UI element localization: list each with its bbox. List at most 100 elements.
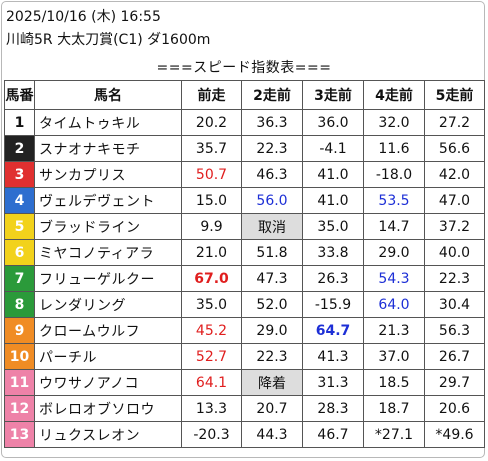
index-p4: 54.3: [363, 265, 425, 292]
index-p2: 44.3: [241, 421, 303, 448]
horse-number: 10: [4, 343, 35, 370]
index-p5: 56.6: [424, 135, 485, 162]
index-p1: 20.2: [181, 109, 242, 136]
horse-number: 9: [4, 317, 35, 344]
table-title: ===スピード指数表===: [156, 60, 332, 76]
race-datetime: 2025/10/16 (木) 16:55: [6, 9, 161, 25]
horse-number: 6: [4, 239, 35, 266]
index-p5: 26.7: [424, 343, 485, 370]
table-row: 10 パーチル 52.7 22.3 41.3 37.0 26.7: [4, 343, 485, 370]
horse-name: ウワサノアノコ: [34, 369, 182, 396]
index-p3: 31.3: [302, 369, 364, 396]
index-p1: 64.1: [181, 369, 242, 396]
horse-number: 11: [4, 369, 35, 396]
table-row: 9 クロームウルフ 45.2 29.0 64.7 21.3 56.3: [4, 317, 485, 344]
horse-name: レンダリング: [34, 291, 182, 318]
index-p1: 67.0: [181, 265, 242, 292]
table-row: 5 ブラッドライン 9.9 取消 35.0 14.7 37.2: [4, 213, 485, 240]
index-p2: 29.0: [241, 317, 303, 344]
table-row: 1 タイムトゥキル 20.2 36.3 36.0 32.0 27.2: [4, 109, 485, 136]
index-p1: 9.9: [181, 213, 242, 240]
index-p2: 36.3: [241, 109, 303, 136]
index-p1: 35.7: [181, 135, 242, 162]
index-p4: 21.3: [363, 317, 425, 344]
table-row: 12 ボレロオブソロウ 13.3 20.7 28.3 18.7 20.6: [4, 395, 485, 422]
table-header-row: 馬番 馬名 前走 2走前 3走前 4走前 5走前: [4, 80, 485, 110]
horse-name: ボレロオブソロウ: [34, 395, 182, 422]
index-p4: *27.1: [363, 421, 425, 448]
index-p3: 36.0: [302, 109, 364, 136]
index-p5: 20.6: [424, 395, 485, 422]
horse-number: 4: [4, 187, 35, 214]
index-p5: 27.2: [424, 109, 485, 136]
table-row: 11 ウワサノアノコ 64.1 降着 31.3 18.5 29.7: [4, 369, 485, 396]
index-p3: 64.7: [302, 317, 364, 344]
index-p4: 53.5: [363, 187, 425, 214]
index-p2: 51.8: [241, 239, 303, 266]
index-p2: 52.0: [241, 291, 303, 318]
horse-name: ブラッドライン: [34, 213, 182, 240]
table-row: 13 リュクスレオン -20.3 44.3 46.7 *27.1 *49.6: [4, 421, 485, 448]
index-p3: 28.3: [302, 395, 364, 422]
index-p2: 20.7: [241, 395, 303, 422]
index-p4: 18.5: [363, 369, 425, 396]
horse-number: 3: [4, 161, 35, 188]
index-p1: 50.7: [181, 161, 242, 188]
index-p3: 26.3: [302, 265, 364, 292]
race-info: 川崎5R 大太刀賞(C1) ダ1600m: [6, 32, 211, 48]
speed-index-table: 馬番 馬名 前走 2走前 3走前 4走前 5走前 1 タイムトゥキル 20.2 …: [4, 80, 485, 448]
horse-number: 8: [4, 291, 35, 318]
index-p4: 29.0: [363, 239, 425, 266]
index-p1: 35.0: [181, 291, 242, 318]
index-p2: 22.3: [241, 135, 303, 162]
horse-number: 2: [4, 135, 35, 162]
index-p3: 41.0: [302, 187, 364, 214]
col-header-number: 馬番: [4, 80, 35, 110]
table-row: 4 ヴェルデヴェント 15.0 56.0 41.0 53.5 47.0: [4, 187, 485, 214]
index-p1: -20.3: [181, 421, 242, 448]
index-p5: 40.0: [424, 239, 485, 266]
index-p4: 18.7: [363, 395, 425, 422]
table-row: 7 フリューゲルクー 67.0 47.3 26.3 54.3 22.3: [4, 265, 485, 292]
col-header-p2: 2走前: [241, 80, 303, 110]
index-p3: -4.1: [302, 135, 364, 162]
index-p1: 15.0: [181, 187, 242, 214]
col-header-p3: 3走前: [302, 80, 364, 110]
col-header-p1: 前走: [181, 80, 242, 110]
horse-name: スナオナキモチ: [34, 135, 182, 162]
table-row: 3 サンカプリス 50.7 46.3 41.0 -18.0 42.0: [4, 161, 485, 188]
index-p2: 22.3: [241, 343, 303, 370]
index-p3: 33.8: [302, 239, 364, 266]
index-p3: 41.0: [302, 161, 364, 188]
index-p1: 13.3: [181, 395, 242, 422]
index-p2: 56.0: [241, 187, 303, 214]
index-p5: 47.0: [424, 187, 485, 214]
index-p4: 64.0: [363, 291, 425, 318]
index-p5: 56.3: [424, 317, 485, 344]
index-p5: 37.2: [424, 213, 485, 240]
horse-name: タイムトゥキル: [34, 109, 182, 136]
index-p5: *49.6: [424, 421, 485, 448]
horse-name: サンカプリス: [34, 161, 182, 188]
index-p5: 22.3: [424, 265, 485, 292]
index-p2: 46.3: [241, 161, 303, 188]
col-header-p5: 5走前: [424, 80, 485, 110]
index-p1: 21.0: [181, 239, 242, 266]
index-p1: 45.2: [181, 317, 242, 344]
index-p2: 47.3: [241, 265, 303, 292]
index-p3: 46.7: [302, 421, 364, 448]
index-p4: 14.7: [363, 213, 425, 240]
index-p3: 35.0: [302, 213, 364, 240]
index-p4: 11.6: [363, 135, 425, 162]
index-p2-scratched: 取消: [241, 213, 303, 240]
index-p5: 29.7: [424, 369, 485, 396]
table-row: 2 スナオナキモチ 35.7 22.3 -4.1 11.6 56.6: [4, 135, 485, 162]
index-p1: 52.7: [181, 343, 242, 370]
index-p4: -18.0: [363, 161, 425, 188]
index-p5: 42.0: [424, 161, 485, 188]
horse-number: 13: [4, 421, 35, 448]
horse-name: ミヤコノティアラ: [34, 239, 182, 266]
index-p3: 41.3: [302, 343, 364, 370]
index-p4: 32.0: [363, 109, 425, 136]
